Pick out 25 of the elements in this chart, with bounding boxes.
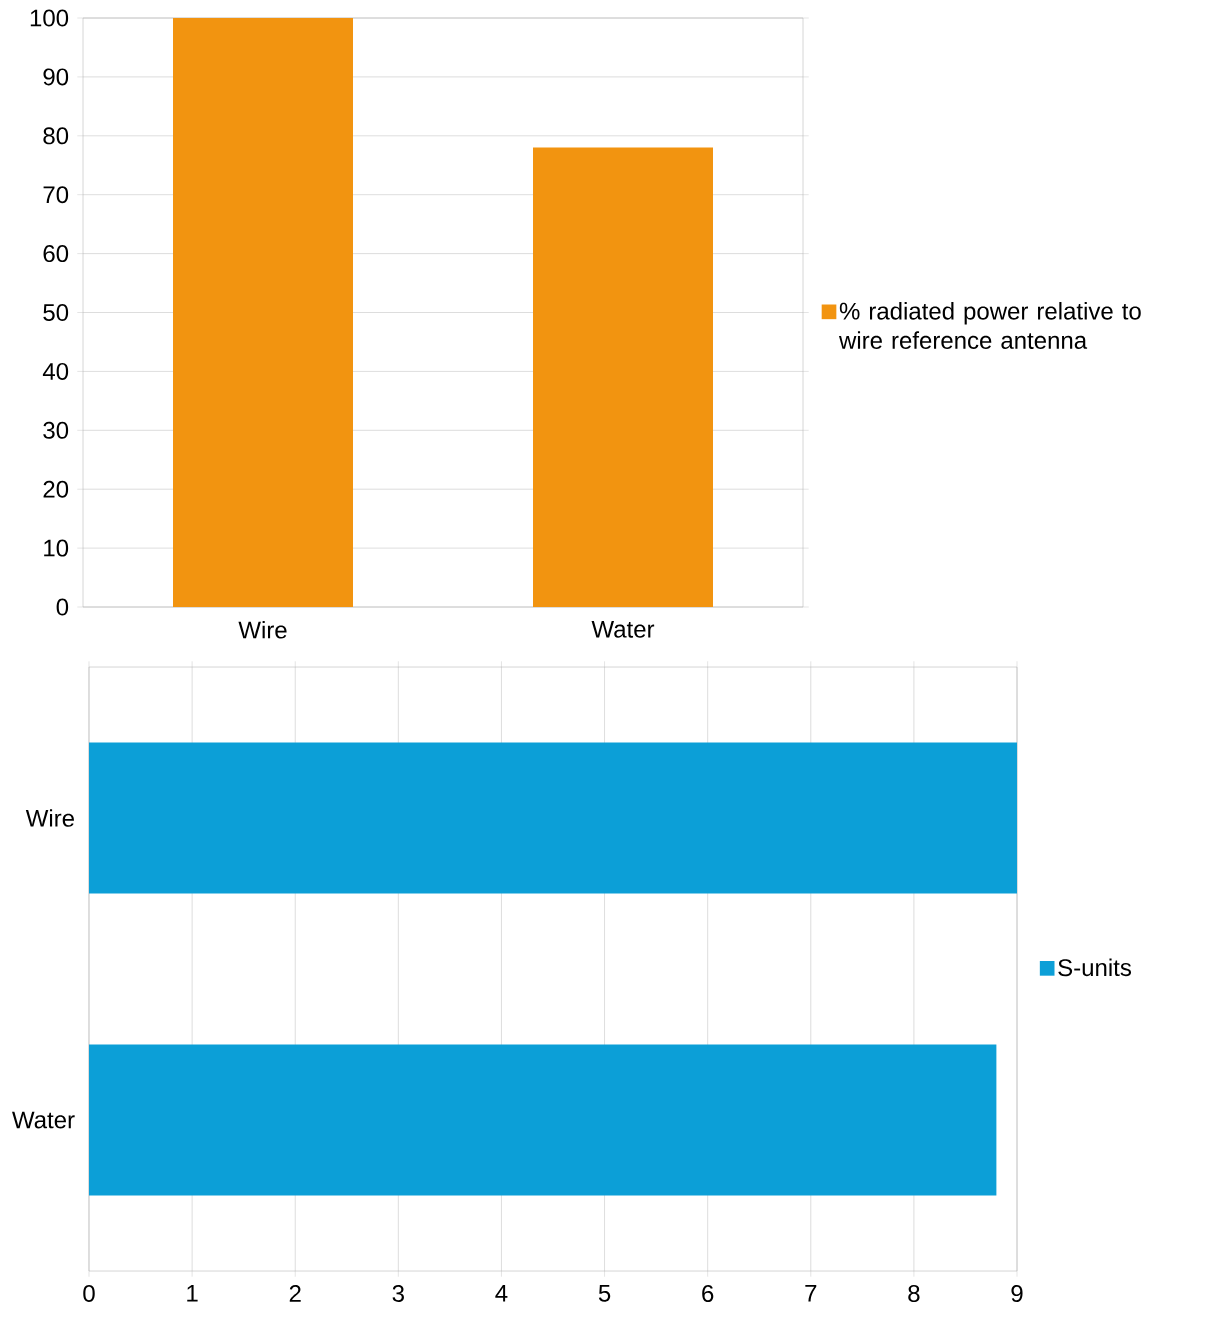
y-tick-label: 100 bbox=[30, 9, 69, 27]
x-tick-label: 7 bbox=[805, 1284, 817, 1302]
legend-label: % radiated power relative to wire reference antenna bbox=[838, 302, 1141, 349]
y-tick-label: 20 bbox=[43, 480, 69, 498]
y-tick-label: 30 bbox=[43, 421, 69, 439]
x-tick-label: 3 bbox=[392, 1284, 404, 1302]
y-tick-label: 90 bbox=[43, 68, 69, 86]
legend-label: S-units bbox=[1058, 958, 1132, 977]
y-tick-label: Wire bbox=[25, 809, 74, 827]
x-tick-label: 5 bbox=[598, 1284, 611, 1302]
y-tick-label: 0 bbox=[56, 598, 69, 616]
x-tick-label: 4 bbox=[495, 1284, 508, 1302]
y-tick-label: 80 bbox=[43, 127, 69, 145]
x-tick-label: 0 bbox=[83, 1284, 95, 1302]
y-tick-label: 10 bbox=[44, 539, 69, 557]
x-tick-label: 6 bbox=[702, 1284, 714, 1302]
x-tick-label: 8 bbox=[908, 1284, 920, 1302]
y-tick-label: 50 bbox=[43, 304, 69, 321]
x-tick-label: 1 bbox=[187, 1284, 198, 1302]
y-tick-label: Water bbox=[12, 1111, 75, 1129]
y-tick-label: 70 bbox=[43, 186, 69, 204]
x-tick-label: 9 bbox=[1011, 1284, 1023, 1302]
x-tick-label: 2 bbox=[289, 1284, 301, 1302]
y-tick-label: 60 bbox=[43, 245, 69, 263]
y-tick-label: 40 bbox=[42, 362, 69, 380]
